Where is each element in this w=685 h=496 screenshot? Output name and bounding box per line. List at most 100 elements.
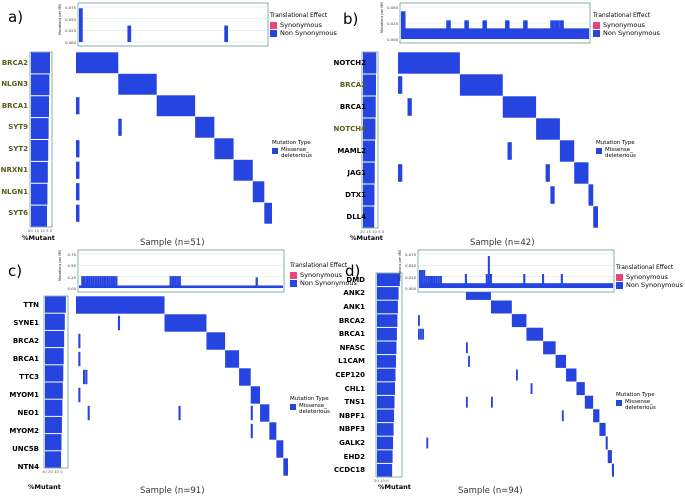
- legend-non-synonymous-c: Non Synonymous: [290, 279, 357, 287]
- matrix-cell-c: [117, 315, 121, 331]
- gene-label-b: NOTCH2: [333, 59, 366, 67]
- sample-title-b: Sample (n=42): [470, 238, 535, 248]
- missense-swatch-d: [616, 400, 622, 406]
- matrix-cell-d: [530, 383, 533, 395]
- mutant-bar-d: [377, 273, 400, 287]
- matrix-cell-b: [559, 140, 575, 162]
- missense-label-1-a: Missense_: [281, 147, 309, 153]
- matrix-cell-c: [87, 405, 90, 421]
- legend-title-b: Translational Effect: [593, 12, 651, 19]
- matrix-cell-a: [76, 140, 80, 158]
- mutant-bar-d: [377, 409, 395, 423]
- sample-title-d: Sample (n=94): [458, 486, 523, 496]
- gene-label-a: SYT9: [8, 123, 28, 132]
- mutant-bar-d: [377, 450, 393, 463]
- gene-label-a: NRXN1: [0, 166, 28, 175]
- mutant-bar-c: [45, 296, 66, 313]
- synonymous-label: Synonymous: [300, 271, 342, 279]
- mutant-bar-d: [377, 341, 397, 355]
- gene-label-a: BRCA2: [1, 58, 28, 67]
- mutant-bar-c: [45, 451, 62, 468]
- gene-label-d: TNS1: [344, 398, 365, 407]
- matrix-cell-a: [76, 97, 80, 115]
- legend-synonymous-a: Synonymous: [270, 21, 322, 29]
- tmb-tick-d: 0.075: [405, 252, 416, 257]
- tmb-tick-c: 0.00: [67, 286, 76, 291]
- mutation-type-title-c: Mutation Type: [290, 396, 329, 402]
- matrix-cell-d: [607, 450, 612, 464]
- gene-label-c: SYNE1: [13, 319, 39, 327]
- mutant-label-a: %Mutant: [22, 234, 55, 242]
- gene-label-d: DMD: [346, 275, 365, 284]
- mutant-bar-d: [377, 436, 394, 450]
- non-synonymous-swatch: [290, 279, 297, 287]
- tmb-bar-c: [176, 276, 179, 288]
- non-synonymous-label: Non Synonymous: [280, 29, 337, 37]
- gene-label-a: NLGN1: [1, 187, 28, 196]
- gene-label-a: BRCA1: [1, 101, 28, 110]
- legend-non-synonymous-a: Non Synonymous: [270, 29, 337, 37]
- gene-label-b: BRCA1: [339, 103, 366, 111]
- tmb-axis-label-b: Mutations per MB: [380, 2, 384, 33]
- synonymous-label: Synonymous: [280, 21, 322, 29]
- non-synonymous-swatch: [593, 29, 600, 37]
- matrix-cell-c: [164, 314, 207, 332]
- legend-title-a: Translational Effect: [270, 12, 328, 19]
- tmb-bar-d: [433, 276, 436, 288]
- tmb-bar-a: [79, 8, 83, 42]
- mutant-bar-c: [45, 330, 65, 348]
- panel-label-b: b): [343, 10, 359, 28]
- mutant-bar-d: [377, 423, 394, 436]
- tmb-tick-d: 0.050: [405, 263, 416, 269]
- mutant-bar-d: [377, 300, 398, 314]
- matrix-cell-c: [166, 315, 169, 331]
- tmb-bar-d: [542, 274, 545, 288]
- synonymous-swatch: [270, 21, 277, 29]
- panel-label-d: d): [345, 262, 361, 280]
- synonymous-label: Synonymous: [603, 21, 645, 29]
- matrix-cell-a: [252, 181, 265, 203]
- tmb-bar-c: [92, 276, 95, 288]
- matrix-cell-d: [593, 409, 600, 423]
- synonymous-swatch: [593, 21, 600, 29]
- gene-label-c: NEO1: [17, 409, 39, 417]
- gene-label-b: DLL4: [346, 213, 366, 221]
- matrix-cell-c: [283, 458, 288, 476]
- mutant-bar-b: [363, 96, 376, 118]
- tmb-bar-c: [178, 276, 181, 288]
- gene-label-d: BRCA1: [338, 330, 365, 339]
- legend-title-d: Translational Effect: [616, 264, 674, 271]
- tmb-bar-c: [255, 277, 258, 288]
- tmb-bar-c: [97, 276, 100, 288]
- matrix-cell-d: [511, 314, 527, 328]
- legend-non-synonymous-b: Non Synonymous: [593, 29, 660, 37]
- tmb-bar-c: [106, 276, 109, 288]
- mutant-bar-a: [31, 118, 49, 139]
- tmb-bar-d: [419, 283, 613, 288]
- mutant-bar-a: [31, 74, 50, 96]
- matrix-cell-c: [239, 368, 251, 386]
- mutant-bar-c: [45, 313, 65, 330]
- gene-label-c: TTN: [23, 301, 39, 309]
- matrix-cell-c: [206, 332, 226, 350]
- tmb-bar-a: [224, 25, 229, 42]
- mutant-frame-a: [29, 51, 53, 228]
- mutant-tick-labels-b: 20 15 10 5 0: [360, 229, 385, 234]
- mutant-bar-d: [377, 463, 393, 477]
- tmb-bar-c: [81, 276, 84, 288]
- gene-label-b: DTX1: [345, 191, 366, 199]
- tmb-bar-d: [523, 274, 526, 288]
- tmb-tick-d: 0.000: [405, 286, 416, 291]
- gene-label-d: ANK1: [343, 303, 365, 311]
- tmb-tick-a: 0.050: [65, 16, 76, 22]
- non-synonymous-swatch: [270, 29, 277, 37]
- mutant-bar-a: [31, 161, 48, 183]
- tmb-tick-c: 0.75: [67, 252, 76, 257]
- matrix-cell-b: [398, 76, 403, 94]
- mutant-bar-c: [45, 382, 63, 399]
- matrix-cell-b: [574, 162, 589, 184]
- matrix-cell-b: [398, 164, 403, 182]
- tmb-bar-d: [419, 270, 422, 288]
- mutation-type-title-a: Mutation Type: [272, 140, 311, 146]
- matrix-cell-c: [76, 296, 165, 314]
